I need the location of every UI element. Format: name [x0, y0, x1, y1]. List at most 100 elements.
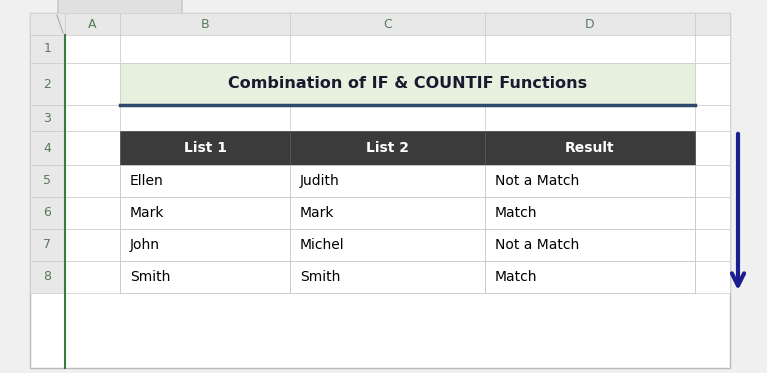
Bar: [485, 63, 695, 105]
Bar: [485, 261, 695, 293]
Text: A: A: [88, 18, 97, 31]
Text: Combination of IF & COUNTIF Functions: Combination of IF & COUNTIF Functions: [228, 76, 587, 91]
Bar: [695, 165, 730, 197]
Bar: [120, 105, 290, 131]
Bar: [290, 261, 485, 293]
Bar: [695, 229, 730, 261]
Text: 2: 2: [44, 78, 51, 91]
Text: Mark: Mark: [300, 206, 334, 220]
Text: 5: 5: [44, 175, 51, 188]
Text: B: B: [201, 18, 209, 31]
Text: Not a Match: Not a Match: [495, 174, 579, 188]
Bar: [30, 105, 65, 131]
FancyBboxPatch shape: [58, 0, 182, 17]
Text: Result: Result: [565, 141, 615, 155]
Bar: [65, 105, 120, 131]
Bar: [30, 197, 65, 229]
Bar: [120, 63, 290, 105]
Bar: [65, 165, 120, 197]
Bar: [120, 229, 290, 261]
Bar: [485, 13, 695, 35]
Bar: [290, 165, 485, 197]
Bar: [695, 131, 730, 165]
Bar: [290, 63, 485, 105]
Text: Smith: Smith: [300, 270, 341, 284]
Text: 4: 4: [44, 141, 51, 154]
Bar: [485, 229, 695, 261]
Bar: [30, 131, 65, 165]
Text: Judith: Judith: [300, 174, 340, 188]
Bar: [290, 165, 485, 197]
Bar: [30, 229, 65, 261]
Text: List 1: List 1: [183, 141, 226, 155]
Bar: [290, 229, 485, 261]
Text: Smith: Smith: [130, 270, 170, 284]
Bar: [485, 105, 695, 131]
Bar: [120, 261, 290, 293]
Bar: [485, 197, 695, 229]
Text: 8: 8: [44, 270, 51, 283]
Text: Not a Match: Not a Match: [495, 238, 579, 252]
Bar: [30, 35, 65, 63]
Bar: [290, 131, 485, 165]
Text: 6: 6: [44, 207, 51, 219]
Bar: [120, 197, 290, 229]
Bar: [485, 197, 695, 229]
Bar: [120, 13, 290, 35]
Text: Mark: Mark: [130, 206, 164, 220]
Bar: [65, 197, 120, 229]
Bar: [120, 131, 290, 165]
Bar: [120, 229, 290, 261]
Bar: [290, 105, 485, 131]
Bar: [695, 105, 730, 131]
Bar: [485, 165, 695, 197]
Bar: [695, 13, 730, 35]
Bar: [65, 35, 120, 63]
Bar: [65, 261, 120, 293]
Bar: [30, 63, 65, 105]
Bar: [290, 197, 485, 229]
Text: C: C: [384, 18, 392, 31]
Bar: [120, 261, 290, 293]
Bar: [485, 229, 695, 261]
Bar: [120, 165, 290, 197]
Bar: [695, 197, 730, 229]
Bar: [485, 131, 695, 165]
Text: Match: Match: [495, 270, 538, 284]
Bar: [65, 229, 120, 261]
Bar: [485, 261, 695, 293]
Text: 1: 1: [44, 43, 51, 56]
Bar: [485, 131, 695, 165]
Text: Match: Match: [495, 206, 538, 220]
Text: D: D: [585, 18, 595, 31]
Bar: [290, 35, 485, 63]
Bar: [65, 131, 120, 165]
Bar: [695, 63, 730, 105]
Bar: [65, 13, 120, 35]
Bar: [290, 13, 485, 35]
Bar: [30, 165, 65, 197]
Bar: [120, 197, 290, 229]
Text: John: John: [130, 238, 160, 252]
Text: Michel: Michel: [300, 238, 344, 252]
Bar: [290, 131, 485, 165]
Text: 7: 7: [44, 238, 51, 251]
Bar: [120, 131, 290, 165]
Bar: [30, 261, 65, 293]
Bar: [30, 13, 65, 35]
Bar: [65, 63, 120, 105]
Bar: [485, 35, 695, 63]
Bar: [695, 35, 730, 63]
Bar: [290, 229, 485, 261]
Bar: [290, 197, 485, 229]
Bar: [290, 261, 485, 293]
Bar: [120, 165, 290, 197]
Text: List 2: List 2: [366, 141, 409, 155]
Bar: [695, 261, 730, 293]
Bar: [485, 165, 695, 197]
Text: 3: 3: [44, 112, 51, 125]
Text: Ellen: Ellen: [130, 174, 163, 188]
Bar: [120, 63, 695, 105]
Bar: [30, 13, 730, 35]
Bar: [120, 35, 290, 63]
